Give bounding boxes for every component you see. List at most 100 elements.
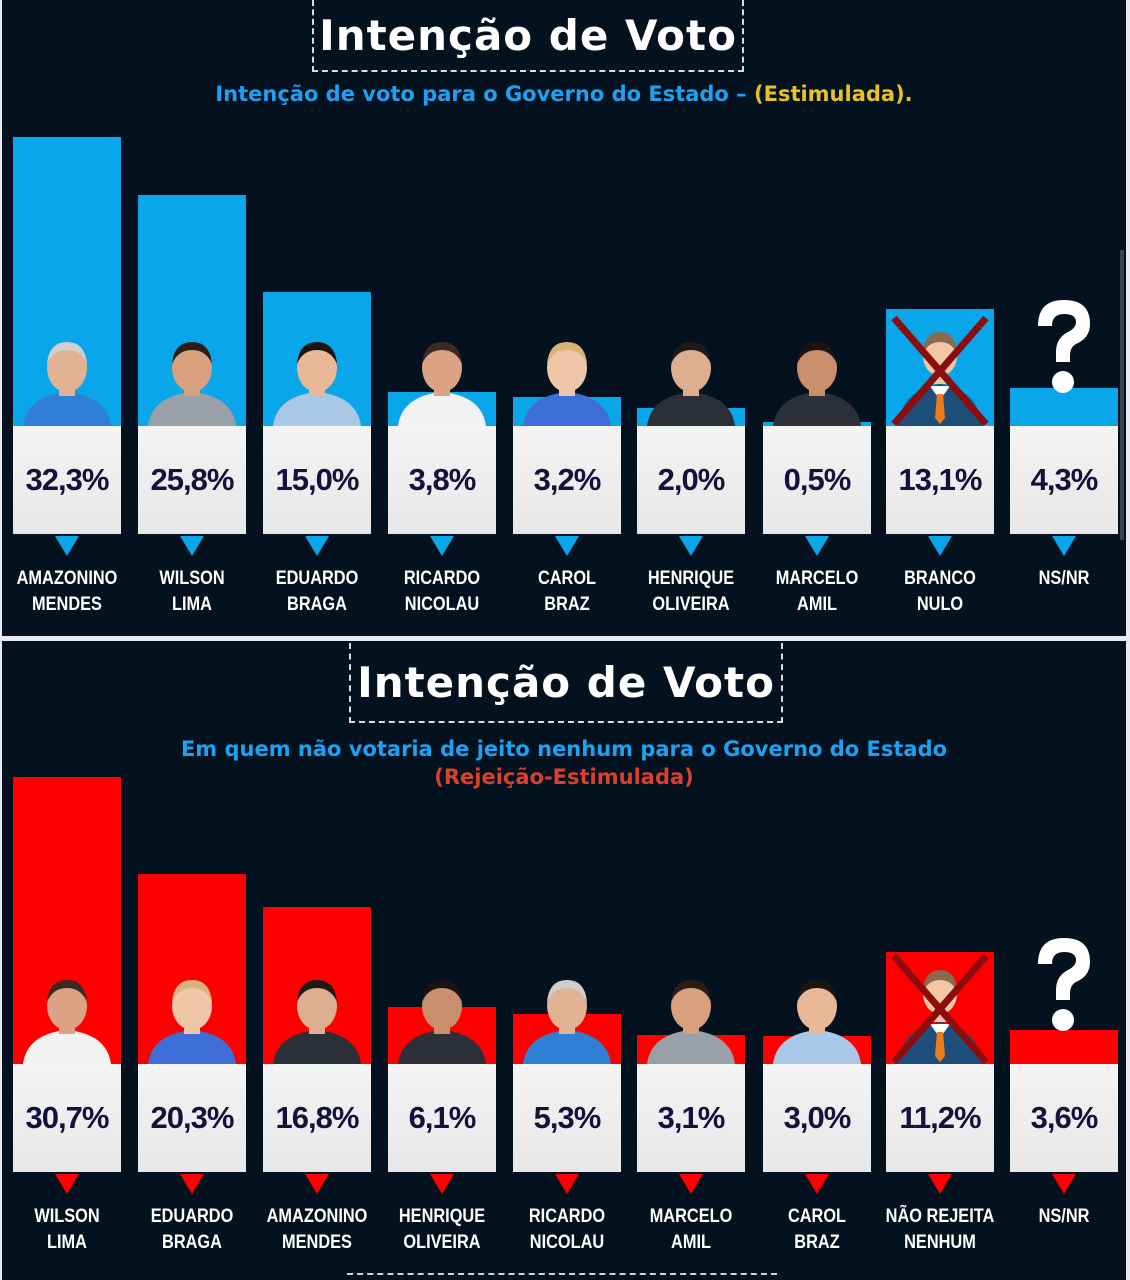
- value-label: 3,2%: [513, 426, 621, 534]
- category-label-line: WILSON: [159, 568, 225, 589]
- crossed-person-icon: [886, 314, 994, 426]
- category-label: MARCELO AMIL: [761, 566, 873, 618]
- category-label-line: LIMA: [47, 1232, 87, 1253]
- value-label: 6,1%: [388, 1064, 496, 1172]
- pointer-triangle: [805, 536, 829, 556]
- category-label-line: BRANCO: [904, 568, 976, 589]
- category-label-line: EDUARDO: [275, 568, 359, 589]
- value-label: 15,0%: [263, 426, 371, 534]
- candidate-photo: [263, 330, 371, 426]
- chart-subtitle: Intenção de voto para o Governo do Estad…: [2, 82, 1126, 106]
- candidate-photo: [763, 968, 871, 1064]
- pointer-triangle: [55, 1174, 79, 1194]
- bar-plot: 32,3% AMAZONINO MENDES 25,8% WILSON LIMA 15,0%…: [2, 0, 1126, 636]
- pointer-triangle: [928, 536, 952, 556]
- scrollbar[interactable]: [1120, 250, 1124, 540]
- candidate-photo: [513, 968, 621, 1064]
- category-label-line: BRAGA: [162, 1232, 222, 1253]
- category-label-line: NENHUM: [904, 1232, 976, 1253]
- category-label-line: LIMA: [172, 594, 212, 615]
- candidate-photo: [388, 968, 496, 1064]
- bar-plot: 30,7% WILSON LIMA 20,3% EDUARDO BRAGA 16,8% AMA…: [2, 641, 1126, 1280]
- candidate-photo: [388, 330, 496, 426]
- category-label: BRANCO NULO: [884, 566, 996, 618]
- value-label: 0,5%: [763, 426, 871, 534]
- pointer-triangle: [1052, 536, 1076, 556]
- category-label: RICARDO NICOLAU: [511, 1204, 623, 1256]
- category-label: EDUARDO BRAGA: [136, 1204, 248, 1256]
- value-label: 2,0%: [637, 426, 745, 534]
- value-label: 30,7%: [13, 1064, 121, 1172]
- category-label: CAROL BRAZ: [511, 566, 623, 618]
- category-label: EDUARDO BRAGA: [261, 566, 373, 618]
- category-label-line: AMAZONINO: [266, 1206, 368, 1227]
- pointer-triangle: [430, 1174, 454, 1194]
- subtitle-accent: (Rejeição-Estimulada): [434, 765, 694, 789]
- category-label: NS/NR: [1008, 566, 1120, 592]
- category-label-line: EDUARDO: [150, 1206, 234, 1227]
- vote-intention-panel: Intenção de Voto Intenção de voto para o…: [2, 0, 1126, 636]
- category-label-line: AMAZONINO: [16, 568, 118, 589]
- category-label-line: CAROL: [537, 568, 597, 589]
- category-label: AMAZONINO MENDES: [261, 1204, 373, 1256]
- value-label: 13,1%: [886, 426, 994, 534]
- category-label-line: HENRIQUE: [647, 568, 735, 589]
- candidate-photo: [13, 330, 121, 426]
- category-label: MARCELO AMIL: [635, 1204, 747, 1256]
- question-mark-icon: [1024, 934, 1104, 1044]
- category-label: NS/NR: [1008, 1204, 1120, 1230]
- category-label-line: NICOLAU: [404, 594, 480, 615]
- pointer-triangle: [55, 536, 79, 556]
- value-label: 11,2%: [886, 1064, 994, 1172]
- category-label-line: MARCELO: [649, 1206, 733, 1227]
- bar: [1010, 387, 1118, 426]
- chart-title: Intenção de Voto: [349, 643, 783, 723]
- candidate-photo: [138, 330, 246, 426]
- candidate-photo: [763, 330, 871, 426]
- category-label-line: AMIL: [797, 594, 837, 615]
- candidate-photo: [637, 330, 745, 426]
- category-label-line: NS/NR: [1038, 568, 1090, 589]
- pointer-triangle: [928, 1174, 952, 1194]
- category-label-line: NULO: [916, 594, 964, 615]
- category-label-line: BRAGA: [287, 594, 347, 615]
- value-label: 25,8%: [138, 426, 246, 534]
- category-label-line: WILSON: [34, 1206, 100, 1227]
- subtitle-text: Intenção de voto para o Governo do Estad…: [215, 82, 747, 106]
- category-label-line: HENRIQUE: [398, 1206, 486, 1227]
- category-label: NÃO REJEITA NENHUM: [884, 1204, 996, 1256]
- category-label-line: RICARDO: [528, 1206, 606, 1227]
- candidate-photo: [13, 968, 121, 1064]
- value-label: 3,1%: [637, 1064, 745, 1172]
- value-label: 3,8%: [388, 426, 496, 534]
- category-label: HENRIQUE OLIVEIRA: [635, 566, 747, 618]
- category-label-line: NÃO REJEITA: [885, 1206, 995, 1227]
- candidate-photo: [513, 330, 621, 426]
- value-label: 5,3%: [513, 1064, 621, 1172]
- pointer-triangle: [679, 536, 703, 556]
- question-mark-icon: [1024, 296, 1104, 406]
- divider: [347, 1273, 777, 1275]
- pointer-triangle: [805, 1174, 829, 1194]
- category-label: WILSON LIMA: [11, 1204, 123, 1256]
- crossed-person-icon: [886, 952, 994, 1064]
- value-label: 3,6%: [1010, 1064, 1118, 1172]
- pointer-triangle: [679, 1174, 703, 1194]
- category-label-line: AMIL: [671, 1232, 711, 1253]
- category-label-line: RICARDO: [403, 568, 481, 589]
- value-label: 3,0%: [763, 1064, 871, 1172]
- category-label-line: NS/NR: [1038, 1206, 1090, 1227]
- category-label: HENRIQUE OLIVEIRA: [386, 1204, 498, 1256]
- candidate-photo: [637, 968, 745, 1064]
- pointer-triangle: [555, 536, 579, 556]
- value-label: 20,3%: [138, 1064, 246, 1172]
- category-label-line: NICOLAU: [529, 1232, 605, 1253]
- pointer-triangle: [180, 1174, 204, 1194]
- category-label-line: BRAZ: [544, 594, 590, 615]
- pointer-triangle: [305, 536, 329, 556]
- candidate-photo: [263, 968, 371, 1064]
- value-label: 4,3%: [1010, 426, 1118, 534]
- value-label: 32,3%: [13, 426, 121, 534]
- category-label-line: OLIVEIRA: [652, 594, 730, 615]
- category-label-line: MENDES: [32, 594, 102, 615]
